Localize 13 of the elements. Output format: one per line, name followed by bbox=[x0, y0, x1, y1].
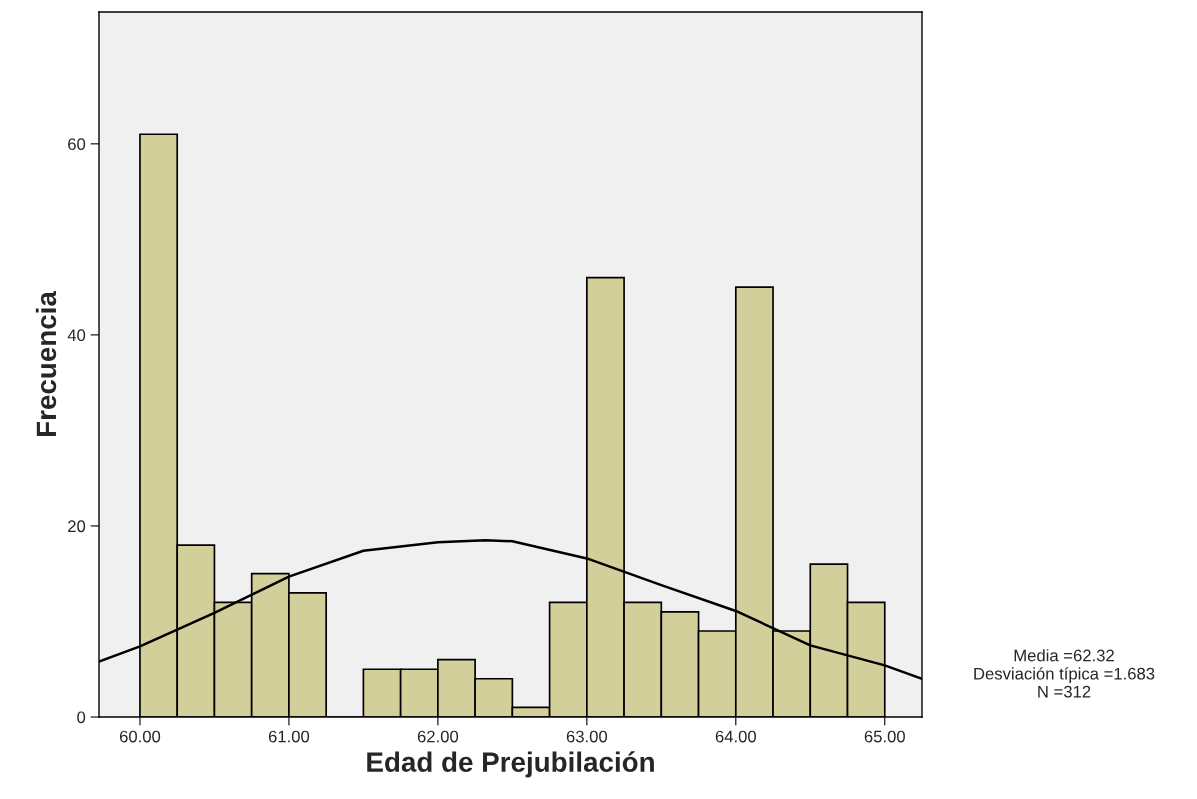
y-tick-label: 0 bbox=[77, 711, 86, 724]
x-tick-label: 65.00 bbox=[864, 730, 905, 743]
y-tick-label: 20 bbox=[68, 520, 86, 533]
text: Media =62.32 Desviación típica =1.683 N =312 bbox=[974, 649, 1155, 698]
x-tick-label: 60.00 bbox=[119, 730, 161, 743]
x-axis-title: Edad de Prejubilación bbox=[367, 751, 654, 778]
y-tick-label: 60 bbox=[68, 138, 86, 151]
y-tick-label: 40 bbox=[67, 329, 86, 342]
y-axis-title: Frecuencia bbox=[35, 290, 57, 436]
x-tick-label: 63.00 bbox=[566, 730, 608, 743]
x-tick-label: 62.00 bbox=[417, 730, 459, 743]
x-tick-label: 61.00 bbox=[268, 730, 310, 743]
x-tick-label: 64.00 bbox=[715, 730, 756, 743]
